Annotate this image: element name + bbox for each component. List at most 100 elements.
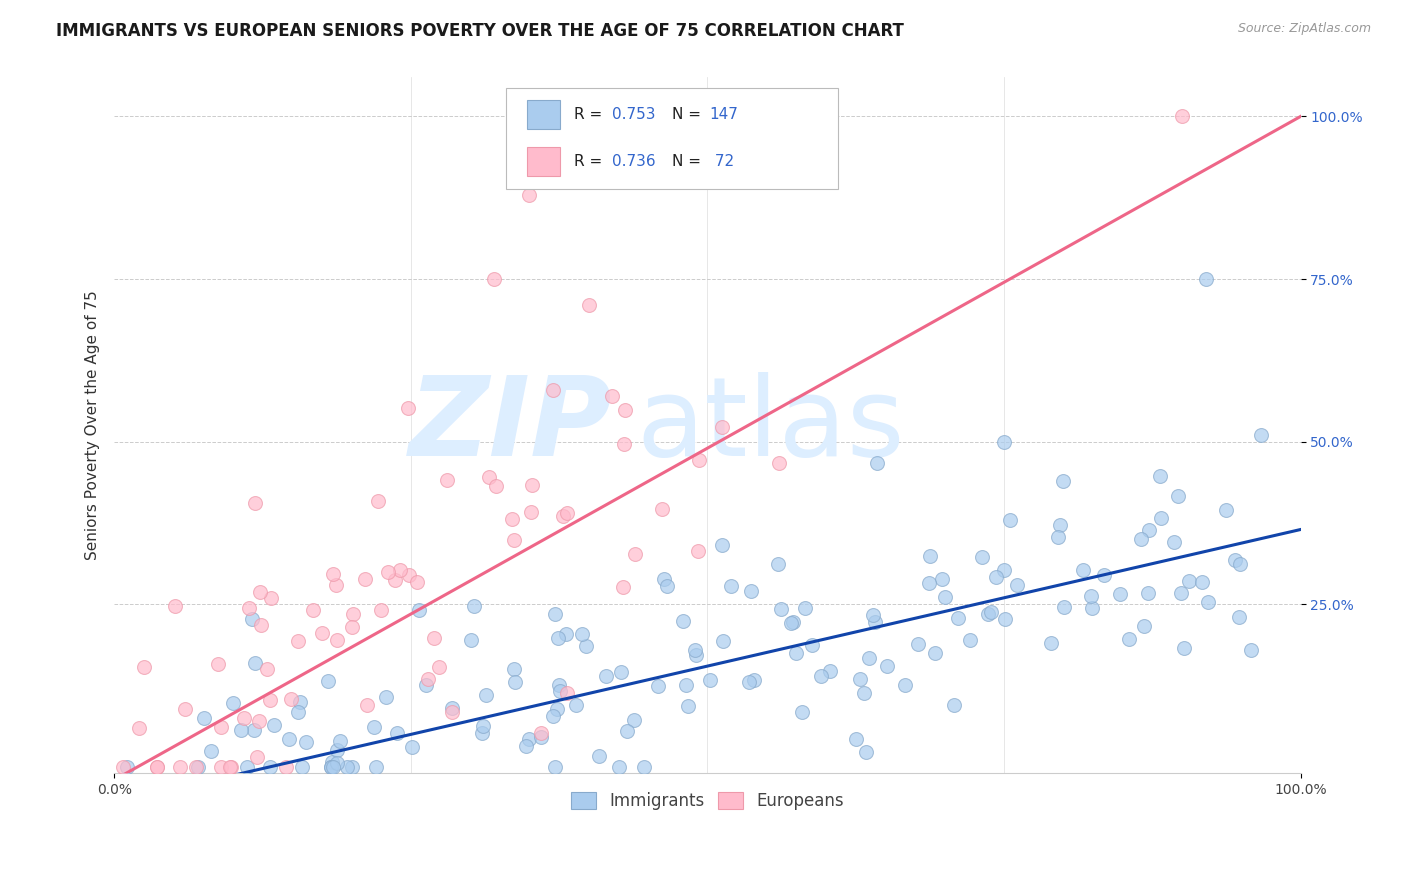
Point	[250, 618, 273, 632]
Point	[862, 607, 884, 622]
Point	[475, 689, 498, 703]
Point	[246, 749, 269, 764]
Point	[387, 726, 409, 740]
Point	[738, 675, 761, 690]
Point	[1005, 578, 1028, 592]
Point	[274, 760, 297, 774]
Point	[548, 678, 571, 692]
Point	[115, 760, 138, 774]
Point	[1053, 600, 1076, 615]
Point	[471, 726, 494, 740]
Point	[200, 744, 222, 758]
Point	[319, 760, 342, 774]
Point	[146, 760, 169, 774]
Point	[484, 479, 506, 493]
Point	[907, 637, 929, 651]
Point	[790, 705, 813, 719]
Point	[602, 389, 624, 403]
Point	[613, 403, 636, 417]
Point	[1118, 632, 1140, 647]
Point	[676, 699, 699, 714]
Point	[472, 719, 495, 733]
Point	[187, 760, 209, 774]
Point	[1163, 534, 1185, 549]
Point	[920, 549, 942, 564]
Point	[1191, 575, 1213, 590]
Point	[720, 578, 742, 592]
Point	[876, 659, 898, 673]
Point	[342, 607, 364, 621]
Point	[544, 760, 567, 774]
Point	[1052, 474, 1074, 488]
Point	[959, 633, 981, 648]
Point	[295, 735, 318, 749]
Point	[782, 615, 804, 629]
Point	[1167, 489, 1189, 503]
Point	[259, 760, 281, 774]
Point	[280, 691, 302, 706]
Point	[238, 600, 260, 615]
Point	[742, 673, 765, 687]
Text: 72: 72	[710, 154, 734, 169]
Point	[780, 615, 803, 630]
Point	[865, 615, 887, 630]
Point	[321, 756, 343, 770]
Point	[377, 566, 399, 580]
Point	[287, 706, 309, 720]
Point	[993, 434, 1015, 449]
Point	[1109, 587, 1132, 601]
Point	[247, 714, 270, 728]
Point	[243, 495, 266, 509]
Text: ZIP: ZIP	[409, 372, 613, 479]
Point	[322, 760, 344, 774]
Point	[326, 632, 349, 647]
Point	[609, 760, 631, 774]
Point	[853, 686, 876, 700]
Point	[441, 701, 464, 715]
Point	[517, 731, 540, 746]
Point	[482, 272, 505, 286]
Point	[418, 672, 440, 686]
Point	[800, 639, 823, 653]
Point	[515, 739, 537, 753]
Point	[436, 473, 458, 487]
Point	[740, 583, 762, 598]
Point	[302, 603, 325, 617]
Point	[287, 634, 309, 648]
Point	[229, 723, 252, 737]
Text: Source: ZipAtlas.com: Source: ZipAtlas.com	[1237, 22, 1371, 36]
Point	[163, 599, 186, 613]
Point	[624, 547, 647, 561]
Point	[769, 602, 792, 616]
Point	[575, 639, 598, 653]
Point	[401, 739, 423, 754]
Point	[934, 590, 956, 604]
Point	[1178, 574, 1201, 589]
Point	[984, 570, 1007, 584]
Point	[530, 730, 553, 744]
Point	[169, 760, 191, 774]
Point	[233, 711, 256, 725]
Point	[440, 706, 463, 720]
Point	[1240, 643, 1263, 657]
Point	[652, 572, 675, 586]
Point	[541, 708, 564, 723]
Point	[356, 698, 378, 712]
Point	[1137, 523, 1160, 537]
Point	[263, 717, 285, 731]
Point	[193, 711, 215, 725]
Point	[463, 599, 485, 614]
Point	[998, 513, 1021, 527]
Point	[367, 494, 389, 508]
Point	[501, 512, 523, 526]
Point	[326, 756, 349, 770]
Point	[918, 575, 941, 590]
Point	[688, 544, 710, 558]
Point	[1149, 469, 1171, 483]
FancyBboxPatch shape	[527, 147, 560, 177]
Text: R =: R =	[575, 154, 607, 169]
Point	[894, 678, 917, 692]
Point	[1080, 589, 1102, 603]
Point	[613, 436, 636, 450]
Point	[374, 690, 396, 705]
